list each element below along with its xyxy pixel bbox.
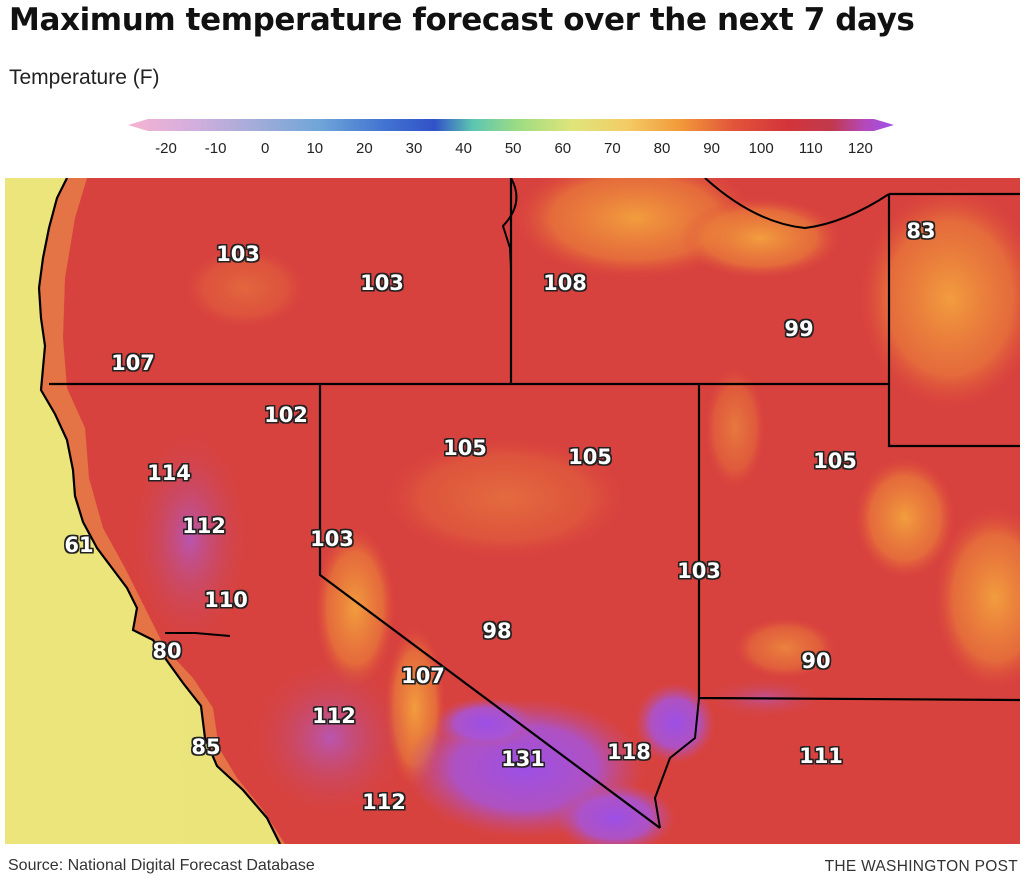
temp-label: 103	[216, 242, 260, 266]
legend-tick-label: 120	[847, 140, 873, 157]
legend-tick-label: 100	[748, 140, 774, 157]
legend-tick-label: 10	[306, 140, 324, 157]
temp-label: 98	[482, 619, 512, 643]
legend-tick-label: 80	[653, 140, 671, 157]
legend-label: Temperature (F)	[9, 66, 160, 89]
temp-label: 85	[191, 735, 221, 759]
temp-label: 99	[784, 317, 814, 341]
state-borders	[49, 178, 1020, 829]
legend-tick-label: 20	[356, 140, 373, 157]
temp-label: 112	[182, 514, 226, 538]
color-legend: -20 -10 0 10 20 30 40 50 60 70 80 90 100 110 120	[126, 114, 896, 164]
temperature-heatmap	[5, 178, 1020, 844]
temp-label: 107	[401, 664, 445, 688]
legend-tick-label: -20	[155, 140, 177, 157]
legend-tick-label: 50	[504, 140, 522, 157]
temp-label: 105	[568, 445, 612, 469]
temp-label: 105	[813, 449, 857, 473]
map-title: Maximum temperature forecast over the ne…	[9, 2, 915, 38]
source-note: Source: National Digital Forecast Databa…	[8, 857, 315, 874]
temp-label: 107	[111, 351, 155, 375]
legend-tick-label: 0	[261, 140, 270, 157]
coastline	[37, 178, 281, 844]
legend-colorbar	[128, 119, 894, 131]
temp-label: 110	[204, 588, 248, 612]
temp-label: 105	[443, 436, 487, 460]
temp-label: 61	[64, 533, 94, 557]
temp-label: 83	[906, 219, 936, 243]
forecast-map: 103 103 108 83 99 107 102 114 105 105 10…	[5, 178, 1020, 844]
publisher-credit: THE WASHINGTON POST	[824, 858, 1018, 875]
temp-label: 131	[501, 747, 545, 771]
legend-tick-label: 90	[703, 140, 720, 157]
temp-label: 111	[799, 744, 843, 768]
temp-label: 112	[362, 790, 406, 814]
temp-label: 112	[312, 704, 356, 728]
legend-tick-label: 60	[554, 140, 572, 157]
temp-label: 102	[264, 403, 308, 427]
legend-tick-label: -10	[204, 140, 227, 157]
temp-label: 103	[360, 271, 404, 295]
legend-tick-label: 40	[455, 140, 472, 157]
temp-label: 90	[801, 649, 831, 673]
temp-label: 103	[677, 559, 721, 583]
temp-label: 114	[147, 461, 191, 485]
legend-tick-label: 70	[604, 140, 621, 157]
temp-label: 118	[607, 740, 651, 764]
legend-tick-label: 30	[405, 140, 423, 157]
temp-label: 108	[543, 271, 587, 295]
temp-label: 80	[152, 639, 182, 663]
legend-tick-label: 110	[798, 140, 823, 157]
temp-label: 103	[310, 527, 354, 551]
